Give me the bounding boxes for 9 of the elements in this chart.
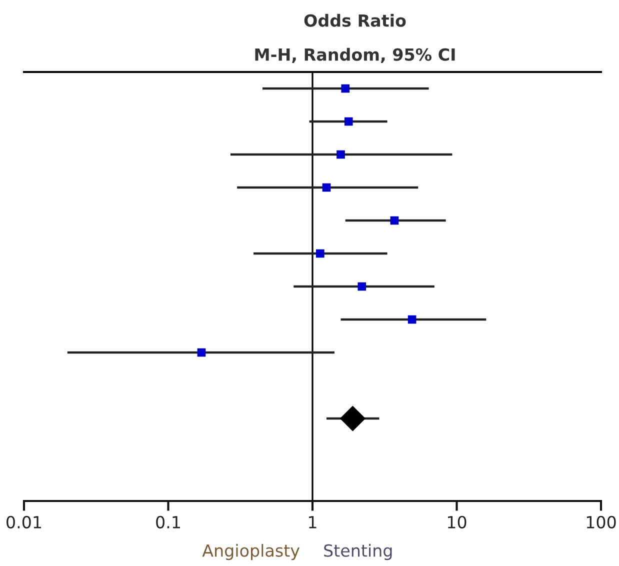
chart-subtitle: M-H, Random, 95% CI (255, 48, 455, 63)
x-tick-label: 0.1 (156, 516, 180, 528)
x-tick-label: 0.01 (6, 516, 42, 528)
x-tick-label: 10 (448, 516, 466, 528)
text: Stenting (324, 544, 392, 560)
x-tick-label: 1 (309, 516, 316, 528)
text: Angioplasty (202, 544, 300, 560)
chart-title: Odds Ratio (304, 14, 406, 27)
x-tick-label: 100 (586, 516, 616, 528)
